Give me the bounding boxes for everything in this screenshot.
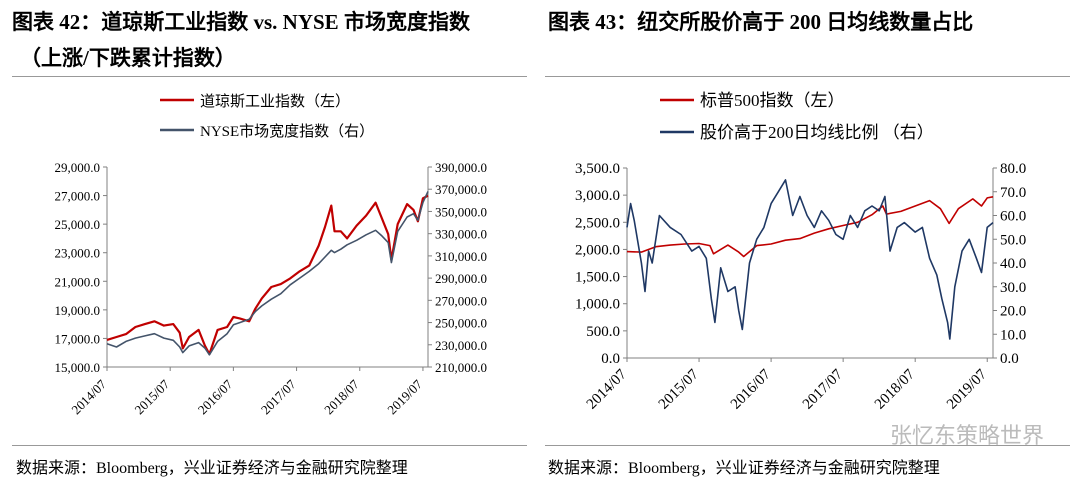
figure-title: 图表 43：纽交所股价高于 200 日均线数量占比 bbox=[548, 10, 974, 34]
y-left-tick-label: 2,500.0 bbox=[575, 215, 620, 231]
bottom-rule bbox=[545, 445, 1070, 446]
figure-subtitle: （上涨/下跌累计指数） bbox=[20, 46, 236, 70]
y-left-tick-label: 1,000.0 bbox=[575, 297, 620, 313]
figure-title: 图表 42：道琼斯工业指数 vs. NYSE 市场宽度指数 bbox=[12, 10, 470, 34]
y-left-tick-label: 21,000.0 bbox=[55, 274, 101, 289]
y-right-tick-label: 80.0 bbox=[1000, 161, 1026, 177]
x-tick-label: 2019/07 bbox=[944, 366, 990, 412]
x-tick-label: 2018/07 bbox=[872, 366, 918, 412]
top-rule bbox=[12, 76, 527, 77]
x-tick-label: 2015/07 bbox=[132, 376, 173, 417]
y-right-tick-label: 310,000.0 bbox=[435, 249, 487, 264]
figure-43: 图表 43：纽交所股价高于 200 日均线数量占比 0.0 500.0 1,000.… bbox=[545, 0, 1080, 483]
chart-43: 0.0 500.0 1,000.0 1,500.0 2,000.0 2,500.0 3,00… bbox=[575, 91, 1026, 413]
series-line bbox=[106, 194, 429, 356]
x-tick-label: 2016/07 bbox=[728, 366, 774, 412]
top-rule bbox=[545, 76, 1070, 77]
x-tick-label: 2018/07 bbox=[321, 376, 362, 417]
y-right-tick-label: 370,000.0 bbox=[435, 182, 487, 197]
y-right-tick-label: 230,000.0 bbox=[435, 338, 487, 353]
y-right-tick-label: 390,000.0 bbox=[435, 160, 487, 175]
y-right-tick-label: 40.0 bbox=[1000, 256, 1026, 272]
x-tick-label: 2017/07 bbox=[258, 376, 299, 417]
bottom-rule bbox=[12, 445, 527, 446]
y-left-tick-label: 17,000.0 bbox=[55, 331, 101, 346]
x-tick-label: 2014/07 bbox=[584, 366, 630, 412]
y-right-tick-label: 20.0 bbox=[1000, 304, 1026, 320]
y-right-tick-label: 270,000.0 bbox=[435, 293, 487, 308]
y-left-tick-label: 15,000.0 bbox=[55, 360, 101, 375]
y-right-tick-label: 330,000.0 bbox=[435, 227, 487, 242]
legend-label: 道琼斯工业指数（左） bbox=[200, 93, 350, 110]
y-right-tick-label: 0.0 bbox=[1000, 351, 1019, 367]
y-right-tick-label: 210,000.0 bbox=[435, 360, 487, 375]
chart-42: 15,000.0 17,000.0 19,000.0 21,000.0 23,000.0… bbox=[55, 93, 488, 417]
y-left-tick-label: 19,000.0 bbox=[55, 303, 101, 318]
x-tick-label: 2015/07 bbox=[656, 366, 702, 412]
series-line bbox=[626, 196, 994, 258]
x-tick-label: 2014/07 bbox=[68, 376, 109, 417]
legend-label: 股价高于200日均线比例 （右） bbox=[700, 123, 934, 142]
y-left-tick-label: 23,000.0 bbox=[55, 246, 101, 261]
y-right-tick-label: 60.0 bbox=[1000, 209, 1026, 225]
legend-label: 标普500指数（左） bbox=[700, 91, 845, 110]
x-tick-label: 2019/07 bbox=[384, 376, 425, 417]
y-right-tick-label: 50.0 bbox=[1000, 232, 1026, 248]
y-left-tick-label: 3,000.0 bbox=[575, 188, 620, 204]
x-tick-label: 2017/07 bbox=[800, 366, 846, 412]
legend-label: NYSE市场宽度指数（右） bbox=[200, 123, 374, 140]
watermark: 张忆东策略世界 bbox=[889, 424, 1044, 449]
y-right-tick-label: 350,000.0 bbox=[435, 204, 487, 219]
y-left-tick-label: 500.0 bbox=[586, 324, 620, 340]
x-tick-label: 2016/07 bbox=[195, 376, 236, 417]
y-right-tick-label: 290,000.0 bbox=[435, 271, 487, 286]
y-left-tick-label: 27,000.0 bbox=[55, 189, 101, 204]
y-left-tick-label: 29,000.0 bbox=[55, 160, 101, 175]
y-left-tick-label: 0.0 bbox=[601, 351, 620, 367]
y-right-tick-label: 10.0 bbox=[1000, 327, 1026, 343]
y-left-tick-label: 3,500.0 bbox=[575, 161, 620, 177]
figure-42: 图表 42：道琼斯工业指数 vs. NYSE 市场宽度指数 （上涨/下跌累计指数… bbox=[0, 0, 535, 483]
series-line bbox=[106, 191, 429, 356]
y-right-tick-label: 250,000.0 bbox=[435, 316, 487, 331]
source-note: 数据来源：Bloomberg，兴业证券经济与金融研究院整理 bbox=[16, 460, 408, 477]
y-left-tick-label: 25,000.0 bbox=[55, 217, 101, 232]
y-left-tick-label: 1,500.0 bbox=[575, 270, 620, 286]
series-line bbox=[626, 179, 994, 340]
y-right-tick-label: 70.0 bbox=[1000, 185, 1026, 201]
y-left-tick-label: 2,000.0 bbox=[575, 242, 620, 258]
source-note: 数据来源：Bloomberg，兴业证券经济与金融研究院整理 bbox=[548, 460, 940, 477]
y-right-tick-label: 30.0 bbox=[1000, 280, 1026, 296]
